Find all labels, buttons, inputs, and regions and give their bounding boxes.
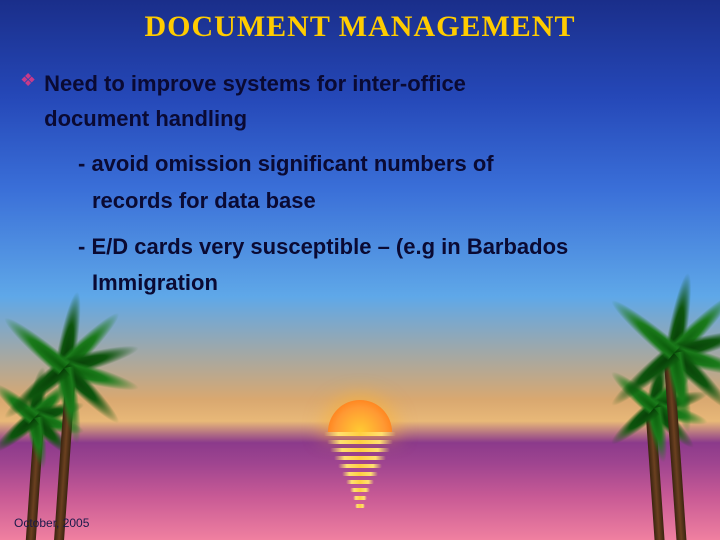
sub1-line2: records for data base	[92, 183, 316, 219]
sub-item-2: - E/D cards very susceptible – (e.g in B…	[78, 229, 700, 302]
slide-title: DOCUMENT MANAGEMENT	[0, 10, 720, 44]
footer-date: October, 2005	[14, 516, 89, 530]
title-text: DOCUMENT MANAGEMENT	[145, 10, 576, 43]
sun-icon	[328, 400, 392, 432]
bullet-line1: Need to improve systems for inter-office	[44, 71, 466, 96]
sub-item-1: - avoid omission significant numbers of …	[78, 146, 700, 219]
sun-reflection	[322, 432, 398, 520]
slide: DOCUMENT MANAGEMENT ❖ Need to improve sy…	[0, 0, 720, 540]
bullet-text: Need to improve systems for inter-office…	[44, 66, 466, 136]
bullet-line2: document handling	[44, 106, 247, 131]
sub1-line1: - avoid omission significant numbers of	[78, 151, 494, 176]
palm-tree-left-front	[30, 340, 150, 540]
sub2-line2: Immigration	[92, 265, 218, 301]
diamond-bullet-icon: ❖	[20, 66, 36, 94]
bullet-main: ❖ Need to improve systems for inter-offi…	[20, 66, 700, 136]
sub2-line1: - E/D cards very susceptible – (e.g in B…	[78, 234, 568, 259]
palm-tree-right-front	[640, 325, 720, 540]
footer-text: October, 2005	[14, 516, 89, 530]
content-area: ❖ Need to improve systems for inter-offi…	[20, 66, 700, 302]
